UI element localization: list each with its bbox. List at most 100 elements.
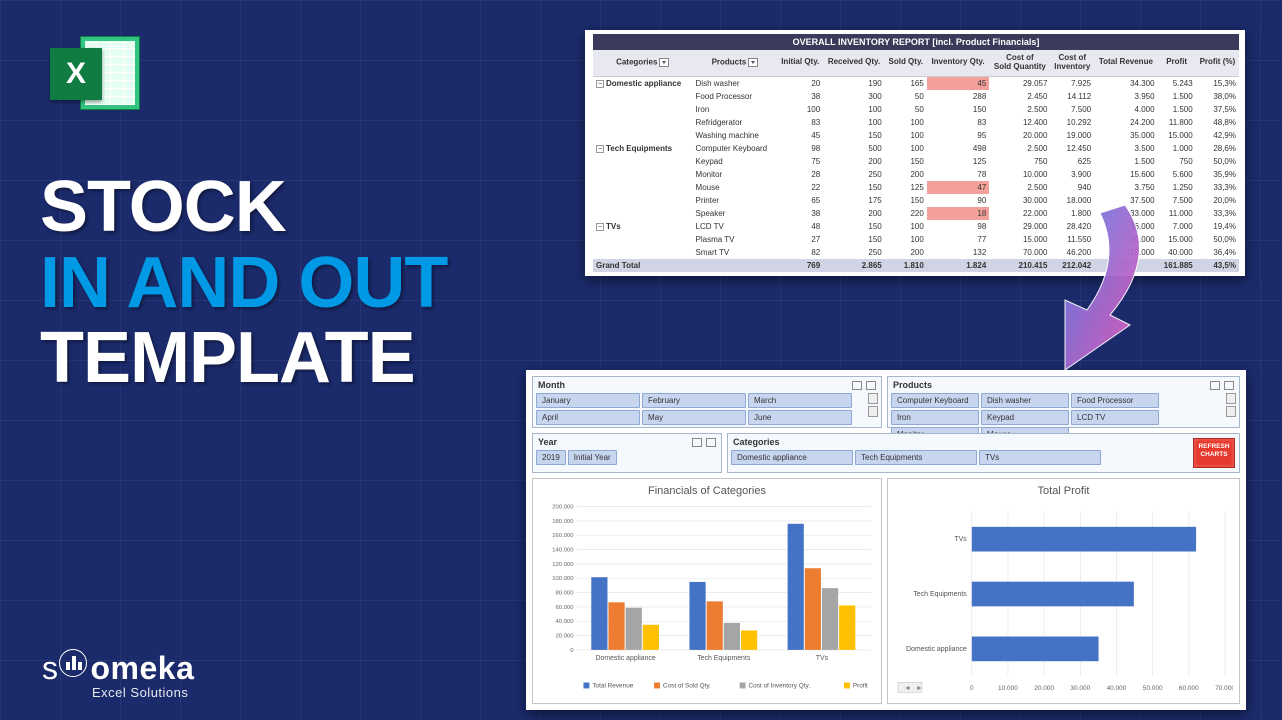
table-row[interactable]: Monitor282502007810.0003.90015.6005.6003… xyxy=(593,168,1239,181)
value-cell: 48,8% xyxy=(1196,116,1239,129)
table-row[interactable]: Speaker382002201822.0001.80033.00011.000… xyxy=(593,207,1239,220)
table-header-cell[interactable]: Inventory Qty. xyxy=(927,50,989,76)
table-row[interactable]: −Tech EquipmentsComputer Keyboard9850010… xyxy=(593,142,1239,155)
value-cell: 1.500 xyxy=(1158,90,1196,103)
value-cell: 29.000 xyxy=(989,220,1050,233)
filter-icon[interactable] xyxy=(659,58,669,67)
table-header-cell[interactable]: Categories xyxy=(593,50,693,76)
categories-slicer[interactable]: Categories Domestic applianceTech Equipm… xyxy=(727,433,1240,473)
filter-icon[interactable] xyxy=(748,58,758,67)
value-cell: 19.000 xyxy=(1050,129,1094,142)
svg-text:Tech Equipments: Tech Equipments xyxy=(697,655,751,662)
value-cell: 2.500 xyxy=(989,181,1050,194)
table-row[interactable]: Food Processor38300502882.45014.1123.950… xyxy=(593,90,1239,103)
table-row[interactable]: Washing machine451501009520.00019.00035.… xyxy=(593,129,1239,142)
expand-icon[interactable]: − xyxy=(596,80,604,88)
product-cell: Iron xyxy=(693,103,778,116)
slicer-chip[interactable]: June xyxy=(748,410,852,425)
table-row[interactable]: −Domestic applianceDish washer2019016545… xyxy=(593,76,1239,90)
slicer-filter-icon[interactable] xyxy=(866,381,876,390)
slicer-chip[interactable]: TVs xyxy=(979,450,1101,465)
slicer-chip[interactable]: Iron xyxy=(891,410,979,425)
chart-left-title: Financials of Categories xyxy=(539,485,875,497)
slicer-chip[interactable]: January xyxy=(536,393,640,408)
svg-text:Domestic appliance: Domestic appliance xyxy=(595,655,655,662)
table-header-cell[interactable]: Products xyxy=(693,50,778,76)
value-cell: 5.600 xyxy=(1158,168,1196,181)
slicer-chip[interactable]: Tech Equipments xyxy=(855,450,977,465)
slicer-chip[interactable]: Dish washer xyxy=(981,393,1069,408)
table-header-cell[interactable]: Cost ofInventory xyxy=(1050,50,1094,76)
expand-icon[interactable]: − xyxy=(596,145,604,153)
svg-text:Profit: Profit xyxy=(853,682,868,689)
table-row[interactable]: Mouse22150125472.5009403.7501.25033,3% xyxy=(593,181,1239,194)
year-slicer[interactable]: Year 2019Initial Year xyxy=(532,433,722,473)
slicer-chip[interactable]: February xyxy=(642,393,746,408)
slicer-chip[interactable]: Initial Year xyxy=(568,450,617,465)
value-cell: 100 xyxy=(823,103,885,116)
table-header-cell[interactable]: Sold Qty. xyxy=(885,50,927,76)
table-row[interactable]: Keypad752001501257506251.50075050,0% xyxy=(593,155,1239,168)
refresh-charts-button[interactable]: REFRESH CHARTS xyxy=(1193,438,1235,468)
scroll-up-icon[interactable] xyxy=(1226,393,1236,404)
slicer-filter-icon[interactable] xyxy=(1224,381,1234,390)
slicer-chip[interactable]: Computer Keyboard xyxy=(891,393,979,408)
value-cell: 29.057 xyxy=(989,76,1050,90)
profit-chart: Total Profit 010.00020.00030.00040.00050… xyxy=(887,478,1240,704)
table-header-cell[interactable]: Total Revenue xyxy=(1094,50,1157,76)
value-cell: 200 xyxy=(885,246,927,259)
value-cell: 100 xyxy=(823,116,885,129)
category-cell: −Tech Equipments xyxy=(593,142,693,155)
value-cell: 2.500 xyxy=(989,103,1050,116)
table-row[interactable]: Iron100100501502.5007.5004.0001.50037,5% xyxy=(593,103,1239,116)
table-row[interactable]: Printer651751509030.00018.00037.5007.500… xyxy=(593,194,1239,207)
table-row[interactable]: Plasma TV271501007715.00011.55030.00015.… xyxy=(593,233,1239,246)
scroll-down-icon[interactable] xyxy=(868,406,878,417)
category-cell xyxy=(593,194,693,207)
promo-title: STOCK IN AND OUT TEMPLATE xyxy=(40,170,447,397)
inventory-table: CategoriesProductsInitial Qty.Received Q… xyxy=(593,50,1239,272)
products-slicer[interactable]: Products Computer KeyboardDish washerFoo… xyxy=(887,376,1240,428)
scroll-down-icon[interactable] xyxy=(1226,406,1236,417)
product-cell: Food Processor xyxy=(693,90,778,103)
value-cell: 132 xyxy=(927,246,989,259)
table-header-cell[interactable]: Received Qty. xyxy=(823,50,885,76)
value-cell: 28.420 xyxy=(1050,220,1094,233)
slicer-chip[interactable]: Food Processor xyxy=(1071,393,1159,408)
value-cell: 150 xyxy=(927,103,989,116)
table-row[interactable]: −TVsLCD TV481501009829.00028.42036.0007.… xyxy=(593,220,1239,233)
table-row[interactable]: Smart TV8225020013270.00046.200110.00040… xyxy=(593,246,1239,259)
table-row[interactable]: Refridgerator831001008312.40010.29224.20… xyxy=(593,116,1239,129)
value-cell: 45 xyxy=(927,76,989,90)
value-cell: 22.000 xyxy=(989,207,1050,220)
slicer-chip[interactable]: Domestic appliance xyxy=(731,450,853,465)
slicer-chip[interactable]: 2019 xyxy=(536,450,566,465)
table-header-cell[interactable]: Initial Qty. xyxy=(777,50,823,76)
slicer-chip[interactable]: Keypad xyxy=(981,410,1069,425)
month-slicer[interactable]: Month JanuaryFebruaryMarchAprilMayJune xyxy=(532,376,882,428)
slicer-filter-icon[interactable] xyxy=(706,438,716,447)
slicer-sort-icon[interactable] xyxy=(852,381,862,390)
expand-icon[interactable]: − xyxy=(596,223,604,231)
slicer-chip[interactable]: May xyxy=(642,410,746,425)
slicer-chip[interactable]: LCD TV xyxy=(1071,410,1159,425)
value-cell: 750 xyxy=(989,155,1050,168)
slicer-chip[interactable]: April xyxy=(536,410,640,425)
slicer-sort-icon[interactable] xyxy=(1210,381,1220,390)
table-header-cell[interactable]: Profit (%) xyxy=(1196,50,1239,76)
value-cell: 90 xyxy=(927,194,989,207)
svg-text:◄: ◄ xyxy=(904,685,911,692)
title-line-3: TEMPLATE xyxy=(40,321,447,397)
scroll-up-icon[interactable] xyxy=(868,393,878,404)
table-header-cell[interactable]: Profit xyxy=(1158,50,1196,76)
slicer-chip[interactable]: March xyxy=(748,393,852,408)
slicer-sort-icon[interactable] xyxy=(692,438,702,447)
value-cell: 2.500 xyxy=(989,142,1050,155)
svg-text:Domestic appliance: Domestic appliance xyxy=(906,646,967,653)
table-header-cell[interactable]: Cost ofSold Quantity xyxy=(989,50,1050,76)
year-slicer-label: Year xyxy=(538,437,557,447)
value-cell: 100 xyxy=(777,103,823,116)
category-cell xyxy=(593,90,693,103)
value-cell: 15,3% xyxy=(1196,76,1239,90)
value-cell: 15.600 xyxy=(1094,168,1157,181)
